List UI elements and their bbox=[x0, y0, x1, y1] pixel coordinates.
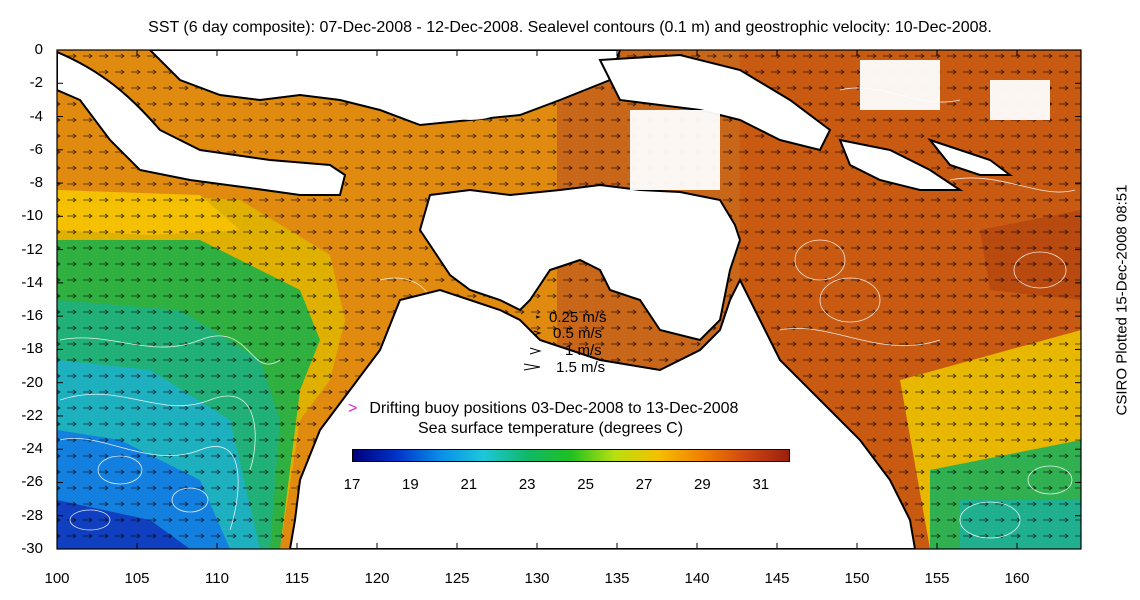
x-tick-label: 115 bbox=[285, 570, 309, 587]
x-tick-label: 135 bbox=[604, 570, 630, 587]
y-tick-label: -2 bbox=[29, 74, 43, 92]
y-axis-ticks bbox=[57, 49, 1081, 550]
colorbar-tick-label: 25 bbox=[577, 476, 594, 493]
x-tick-label: 105 bbox=[124, 570, 150, 587]
y-tick-label: -8 bbox=[29, 174, 43, 192]
y-tick-label: -4 bbox=[29, 107, 43, 125]
sst-colorbar bbox=[352, 449, 790, 462]
y-tick-label: -18 bbox=[21, 340, 43, 358]
buoy-legend-label: Drifting buoy positions 03-Dec-2008 to 1… bbox=[369, 400, 739, 417]
y-tick-label: -22 bbox=[21, 406, 43, 424]
velocity-legend-arrows bbox=[523, 315, 542, 371]
velocity-arrow-0-25 bbox=[535, 315, 541, 319]
x-tick-label: 130 bbox=[524, 570, 550, 587]
x-axis-ticks bbox=[56, 50, 1018, 549]
x-tick-label: 145 bbox=[764, 570, 790, 587]
y-tick-label: -24 bbox=[21, 440, 43, 458]
ocean-field bbox=[57, 50, 1081, 549]
x-tick-label: 140 bbox=[684, 570, 710, 587]
velocity-label-0-25: 0.25 m/s bbox=[549, 309, 607, 326]
x-tick-label: 160 bbox=[1004, 570, 1030, 587]
velocity-label-1: 1 m/s bbox=[565, 342, 602, 359]
colorbar-tick-label: 29 bbox=[694, 476, 711, 493]
y-tick-label: -28 bbox=[21, 506, 43, 524]
y-tick-label: 0 bbox=[34, 41, 43, 58]
y-tick-label: -12 bbox=[21, 240, 43, 258]
colorbar-label: Sea surface temperature (degrees C) bbox=[418, 420, 684, 437]
buoy-marker-icon: > bbox=[348, 400, 358, 417]
y-tick-label: -20 bbox=[21, 373, 43, 391]
y-tick-label: -26 bbox=[21, 473, 43, 491]
y-tick-label: -16 bbox=[21, 307, 43, 325]
x-tick-label: 155 bbox=[924, 570, 950, 587]
map-title: SST (6 day composite): 07-Dec-2008 - 12-… bbox=[148, 19, 992, 36]
colorbar-tick-label: 27 bbox=[635, 476, 653, 493]
colorbar-tick-label: 19 bbox=[402, 476, 419, 493]
x-tick-label: 125 bbox=[444, 570, 470, 587]
colorbar-tick-label: 17 bbox=[343, 476, 361, 493]
x-tick-label: 110 bbox=[205, 570, 229, 587]
y-tick-label: -30 bbox=[21, 540, 43, 557]
y-tick-label: -14 bbox=[21, 273, 43, 291]
colorbar-tick-label: 21 bbox=[460, 476, 478, 493]
x-tick-label: 150 bbox=[844, 570, 870, 587]
velocity-arrow-0-5 bbox=[533, 330, 542, 336]
velocity-arrow-1-5 bbox=[523, 363, 541, 371]
velocity-label-0-5: 0.5 m/s bbox=[553, 325, 603, 342]
buoy-legend: > Drifting buoy positions 03-Dec-2008 to … bbox=[348, 400, 738, 418]
cloud-gaps bbox=[430, 60, 1050, 190]
plot-credit: CSIRO Plotted 15-Dec-2008 08:51 bbox=[1113, 184, 1131, 416]
plot-frame bbox=[56, 49, 1082, 550]
y-tick-label: -6 bbox=[29, 140, 43, 158]
x-tick-label: 120 bbox=[364, 570, 390, 587]
velocity-arrow-1 bbox=[529, 347, 542, 355]
sealevel-contours bbox=[59, 87, 1076, 539]
colorbar-tick-label: 31 bbox=[752, 476, 770, 493]
velocity-label-1-5: 1.5 m/s bbox=[556, 359, 606, 376]
x-tick-label: 100 bbox=[44, 570, 70, 587]
y-tick-label: -10 bbox=[21, 207, 43, 225]
land-masses bbox=[57, 50, 1013, 549]
colorbar-tick-label: 23 bbox=[518, 476, 536, 493]
